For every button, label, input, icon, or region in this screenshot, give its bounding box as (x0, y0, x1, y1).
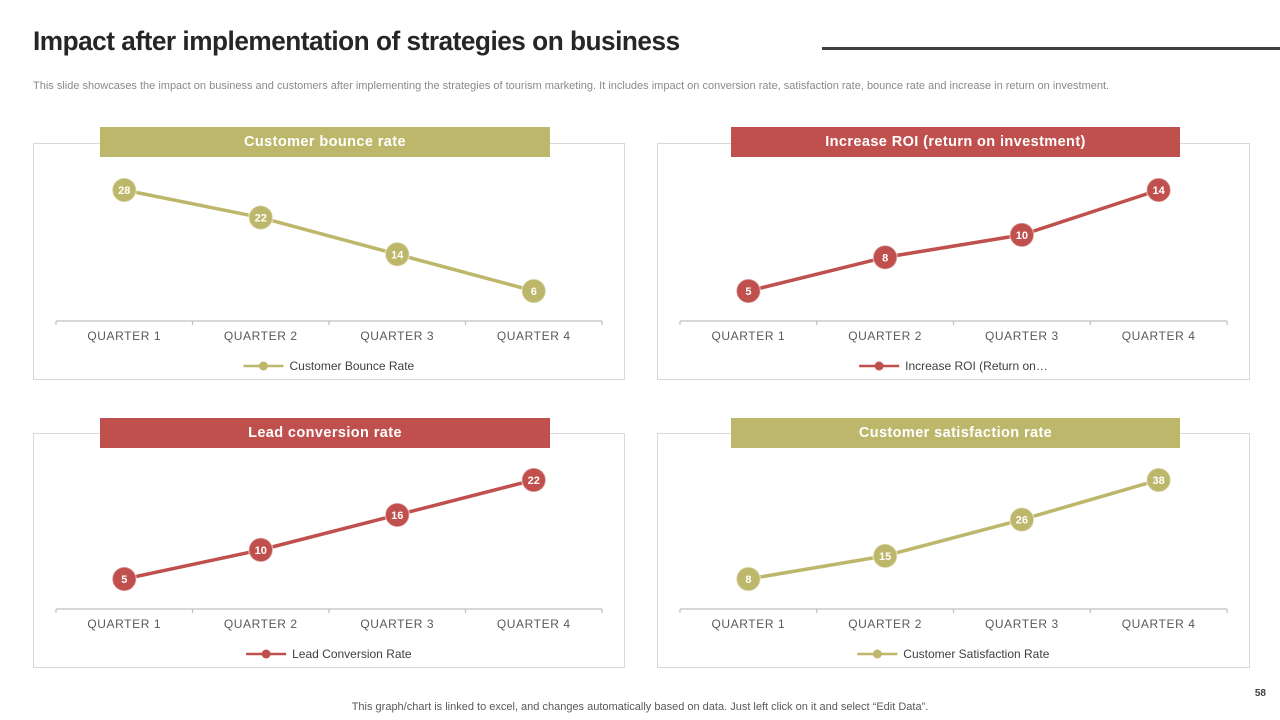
category-label: QUARTER 4 (497, 617, 571, 631)
category-label: QUARTER 2 (848, 617, 922, 631)
category-label: QUARTER 3 (360, 617, 434, 631)
category-label: QUARTER 2 (224, 329, 298, 343)
category-label: QUARTER 1 (711, 329, 785, 343)
data-point-marker[interactable] (521, 467, 547, 493)
data-point-value: 8 (745, 574, 751, 586)
data-point-marker[interactable] (1009, 222, 1035, 248)
data-point-value: 14 (1153, 185, 1166, 197)
data-point-value: 14 (391, 249, 404, 261)
chart-legend: Customer Satisfaction Rate (857, 647, 1050, 661)
data-point-value: 22 (255, 213, 267, 225)
data-point-value: 5 (745, 286, 751, 298)
data-point-marker[interactable] (1145, 467, 1172, 493)
category-label: QUARTER 1 (711, 617, 785, 631)
category-label: QUARTER 1 (87, 617, 161, 631)
data-point-value: 22 (528, 475, 540, 487)
data-point-value: 10 (1016, 230, 1028, 242)
chart-title-lead-conversion-rate: Lead conversion rate (100, 418, 550, 448)
line-chart-lead-conversion-rate[interactable]: QUARTER 1 QUARTER 2 QUARTER 3 QUARTER 4 5 10 1… (34, 434, 624, 667)
category-label: QUARTER 3 (985, 617, 1059, 631)
legend-marker (874, 361, 884, 371)
data-point-value: 6 (531, 286, 537, 298)
data-point-marker[interactable] (248, 537, 274, 563)
category-label: QUARTER 2 (848, 329, 922, 343)
data-point-marker[interactable] (735, 566, 762, 592)
data-point-marker[interactable] (384, 241, 410, 268)
data-point-value: 38 (1153, 475, 1165, 487)
data-point-marker[interactable] (111, 177, 137, 203)
data-point-marker[interactable] (872, 244, 898, 271)
category-label: QUARTER 4 (1122, 329, 1196, 343)
chart-panel-increase-roi: QUARTER 1 QUARTER 2 QUARTER 3 QUARTER 4 5 8 10… (657, 143, 1250, 380)
chart-title-customer-bounce-rate: Customer bounce rate (100, 127, 550, 157)
slide-subtitle: This slide showcases the impact on busin… (33, 80, 1110, 92)
data-point-marker[interactable] (735, 278, 762, 304)
category-label: QUARTER 4 (1122, 617, 1196, 631)
data-point-value: 8 (882, 252, 888, 264)
chart-legend: Lead Conversion Rate (246, 647, 412, 661)
data-point-marker[interactable] (872, 543, 898, 569)
data-point-value: 10 (255, 545, 267, 557)
legend-label: Customer Satisfaction Rate (903, 647, 1049, 661)
chart-panel-customer-satisfaction-rate: QUARTER 1 QUARTER 2 QUARTER 3 QUARTER 4 8 15 2… (657, 433, 1250, 668)
data-point-marker[interactable] (111, 566, 137, 592)
data-point-value: 16 (391, 510, 403, 522)
category-label: QUARTER 3 (360, 329, 434, 343)
category-label: QUARTER 3 (985, 329, 1059, 343)
legend-marker (258, 361, 268, 371)
page-number: 58 (1254, 688, 1266, 699)
chart-panel-lead-conversion-rate: QUARTER 1 QUARTER 2 QUARTER 3 QUARTER 4 5 10 1… (33, 433, 625, 668)
data-point-marker[interactable] (1145, 177, 1172, 203)
data-point-value: 26 (1016, 515, 1028, 527)
category-label: QUARTER 1 (87, 329, 161, 343)
legend-marker (261, 649, 271, 659)
chart-panel-customer-bounce-rate: QUARTER 1 QUARTER 2 QUARTER 3 QUARTER 4 28 22… (33, 143, 625, 380)
data-point-value: 5 (121, 574, 127, 586)
series-line (123, 478, 535, 581)
page-title: Impact after implementation of strategie… (33, 26, 680, 56)
legend-label: Lead Conversion Rate (292, 647, 412, 661)
category-label: QUARTER 2 (224, 617, 298, 631)
data-point-marker[interactable] (248, 204, 274, 231)
series-line (123, 188, 535, 293)
category-label: QUARTER 4 (497, 329, 571, 343)
data-point-marker[interactable] (521, 278, 547, 304)
line-chart-increase-roi[interactable]: QUARTER 1 QUARTER 2 QUARTER 3 QUARTER 4 5 8 10… (658, 144, 1249, 379)
legend-label: Increase ROI (Return on… (905, 359, 1048, 373)
legend-marker (872, 649, 882, 659)
chart-title-increase-roi: Increase ROI (return on investment) (731, 127, 1180, 157)
data-point-marker[interactable] (384, 502, 410, 528)
series-line (748, 478, 1160, 581)
chart-title-customer-satisfaction-rate: Customer satisfaction rate (731, 418, 1180, 448)
chart-legend: Increase ROI (Return on… (859, 359, 1048, 373)
data-point-value: 15 (879, 551, 891, 563)
title-divider-line (822, 47, 1280, 50)
line-chart-customer-satisfaction-rate[interactable]: QUARTER 1 QUARTER 2 QUARTER 3 QUARTER 4 8 15 2… (658, 434, 1249, 667)
footer-note: This graph/chart is linked to excel, and… (351, 701, 929, 713)
data-point-marker[interactable] (1009, 506, 1035, 533)
chart-legend: Customer Bounce Rate (243, 359, 415, 373)
legend-label: Customer Bounce Rate (289, 359, 414, 373)
line-chart-customer-bounce-rate[interactable]: QUARTER 1 QUARTER 2 QUARTER 3 QUARTER 4 28 22… (34, 144, 624, 379)
series-line (747, 188, 1160, 293)
data-point-value: 28 (118, 185, 130, 197)
